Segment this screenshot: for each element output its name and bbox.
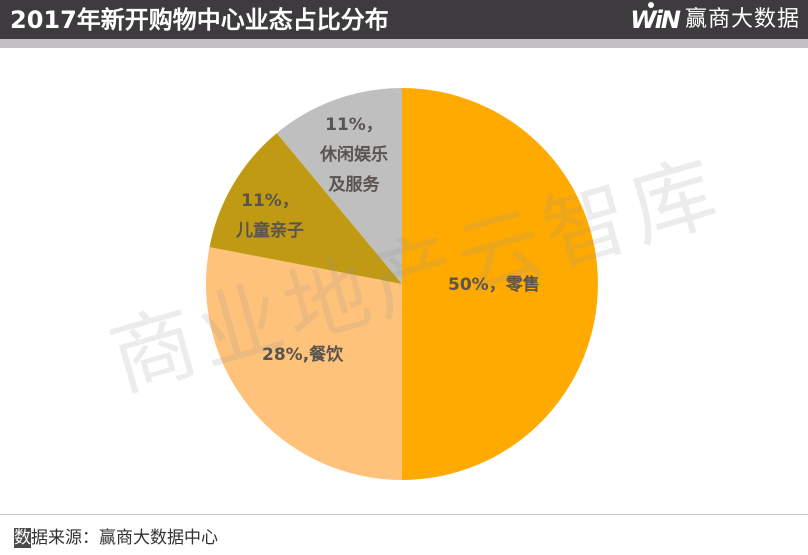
label-retail: 50%，零售 — [448, 275, 540, 295]
slice-leisure — [276, 87, 402, 284]
slice-retail — [402, 88, 598, 480]
label-dining: 28%,餐饮 — [262, 345, 344, 365]
label-leisure: 11%， 休闲娱乐 及服务 — [320, 115, 388, 195]
header-strip — [0, 39, 808, 48]
chart-header: 2017年新开购物中心业态占比分布 WiN 赢商大数据 — [0, 0, 808, 39]
brand-name: 赢商大数据 — [684, 7, 800, 32]
pie-svg — [205, 87, 598, 480]
chart-title: 2017年新开购物中心业态占比分布 — [10, 6, 389, 34]
footer-divider — [0, 514, 808, 515]
label-kids: 11%， 儿童亲子 — [236, 191, 304, 241]
data-source: 数据来源：赢商大数据中心 — [14, 528, 218, 548]
brand-logo-icon: WiN — [630, 2, 681, 34]
pie-chart: 商业地产云智库 50%，零售 28%,餐饮 11%， 儿童亲子 11%， 休闲娱… — [0, 48, 808, 514]
brand: WiN 赢商大数据 — [630, 2, 800, 35]
slice-kids — [209, 133, 402, 284]
slice-dining — [205, 247, 402, 480]
